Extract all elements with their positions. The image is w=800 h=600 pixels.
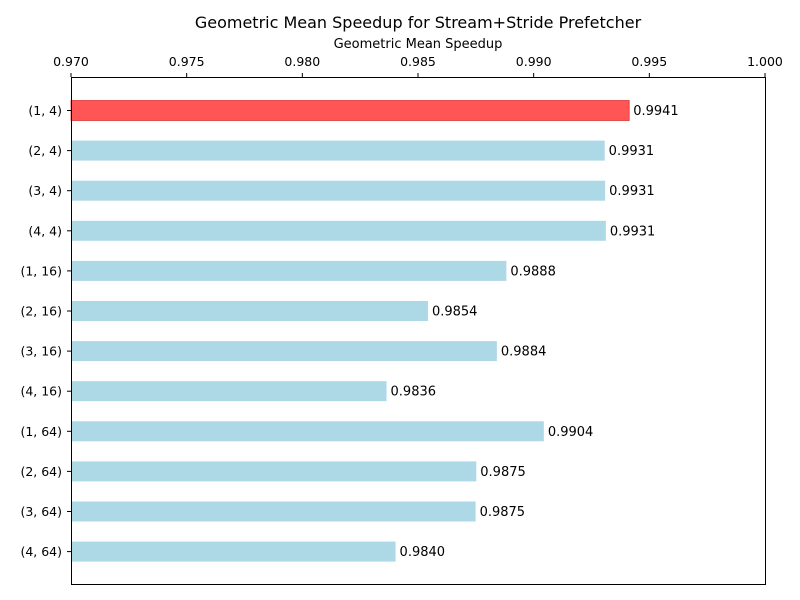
x-tick-label: 1.000	[747, 54, 783, 69]
category-labels: (1, 4) (2, 4) (3, 4) (4, 4) (1, 16) (2, 16) (3…	[20, 103, 71, 559]
bar	[71, 461, 477, 482]
category-label: (2, 64)	[20, 464, 62, 479]
category-label: (2, 16)	[20, 304, 62, 319]
x-tick-label: 0.975	[169, 54, 205, 69]
bar	[71, 421, 544, 442]
category-label: (1, 16)	[20, 263, 62, 278]
category-label: (4, 16)	[20, 384, 62, 399]
data-label: 0.9875	[480, 465, 526, 480]
x-tick-label: 0.990	[516, 54, 552, 69]
data-label: 0.9941	[633, 104, 679, 119]
category-label: (3, 64)	[20, 504, 62, 519]
data-label: 0.9904	[548, 425, 594, 440]
category-label: (3, 16)	[20, 344, 62, 359]
x-axis-label: Geometric Mean Speedup	[334, 37, 503, 52]
bar	[71, 501, 476, 522]
data-label: 0.9931	[609, 184, 655, 199]
category-label: (3, 4)	[28, 183, 62, 198]
data-label: 0.9931	[610, 224, 656, 239]
bar	[71, 381, 387, 402]
x-axis-ticks: 0.970 0.975 0.980 0.985 0.990 0.995 1.000	[53, 54, 783, 77]
data-label: 0.9836	[391, 385, 437, 400]
bar	[71, 140, 605, 161]
bar	[71, 541, 396, 562]
chart-title: Geometric Mean Speedup for Stream+Stride…	[195, 13, 642, 32]
data-labels: 0.9941 0.9931 0.9931 0.9931 0.9888 0.9854 0.98…	[391, 104, 679, 560]
bar	[71, 341, 497, 362]
bar	[71, 220, 606, 241]
data-label: 0.9884	[501, 345, 546, 360]
data-label: 0.9888	[510, 264, 556, 279]
data-label: 0.9840	[400, 545, 446, 560]
category-label: (2, 4)	[28, 143, 62, 158]
bar	[71, 180, 606, 201]
plot-frame	[71, 77, 766, 585]
data-label: 0.9875	[480, 505, 526, 520]
data-label: 0.9931	[609, 144, 655, 159]
category-label: (4, 4)	[28, 223, 62, 238]
x-tick-label: 0.970	[53, 54, 89, 69]
x-tick-label: 0.995	[631, 54, 667, 69]
category-label: (1, 4)	[28, 103, 62, 118]
category-label: (4, 64)	[20, 544, 62, 559]
category-label: (1, 64)	[20, 424, 62, 439]
bar	[71, 260, 507, 281]
bars	[70, 100, 630, 562]
x-tick-label: 0.985	[400, 54, 436, 69]
bar-highlighted	[70, 100, 630, 121]
bar	[71, 301, 428, 321]
data-label: 0.9854	[432, 305, 478, 320]
x-tick-label: 0.980	[284, 54, 320, 69]
